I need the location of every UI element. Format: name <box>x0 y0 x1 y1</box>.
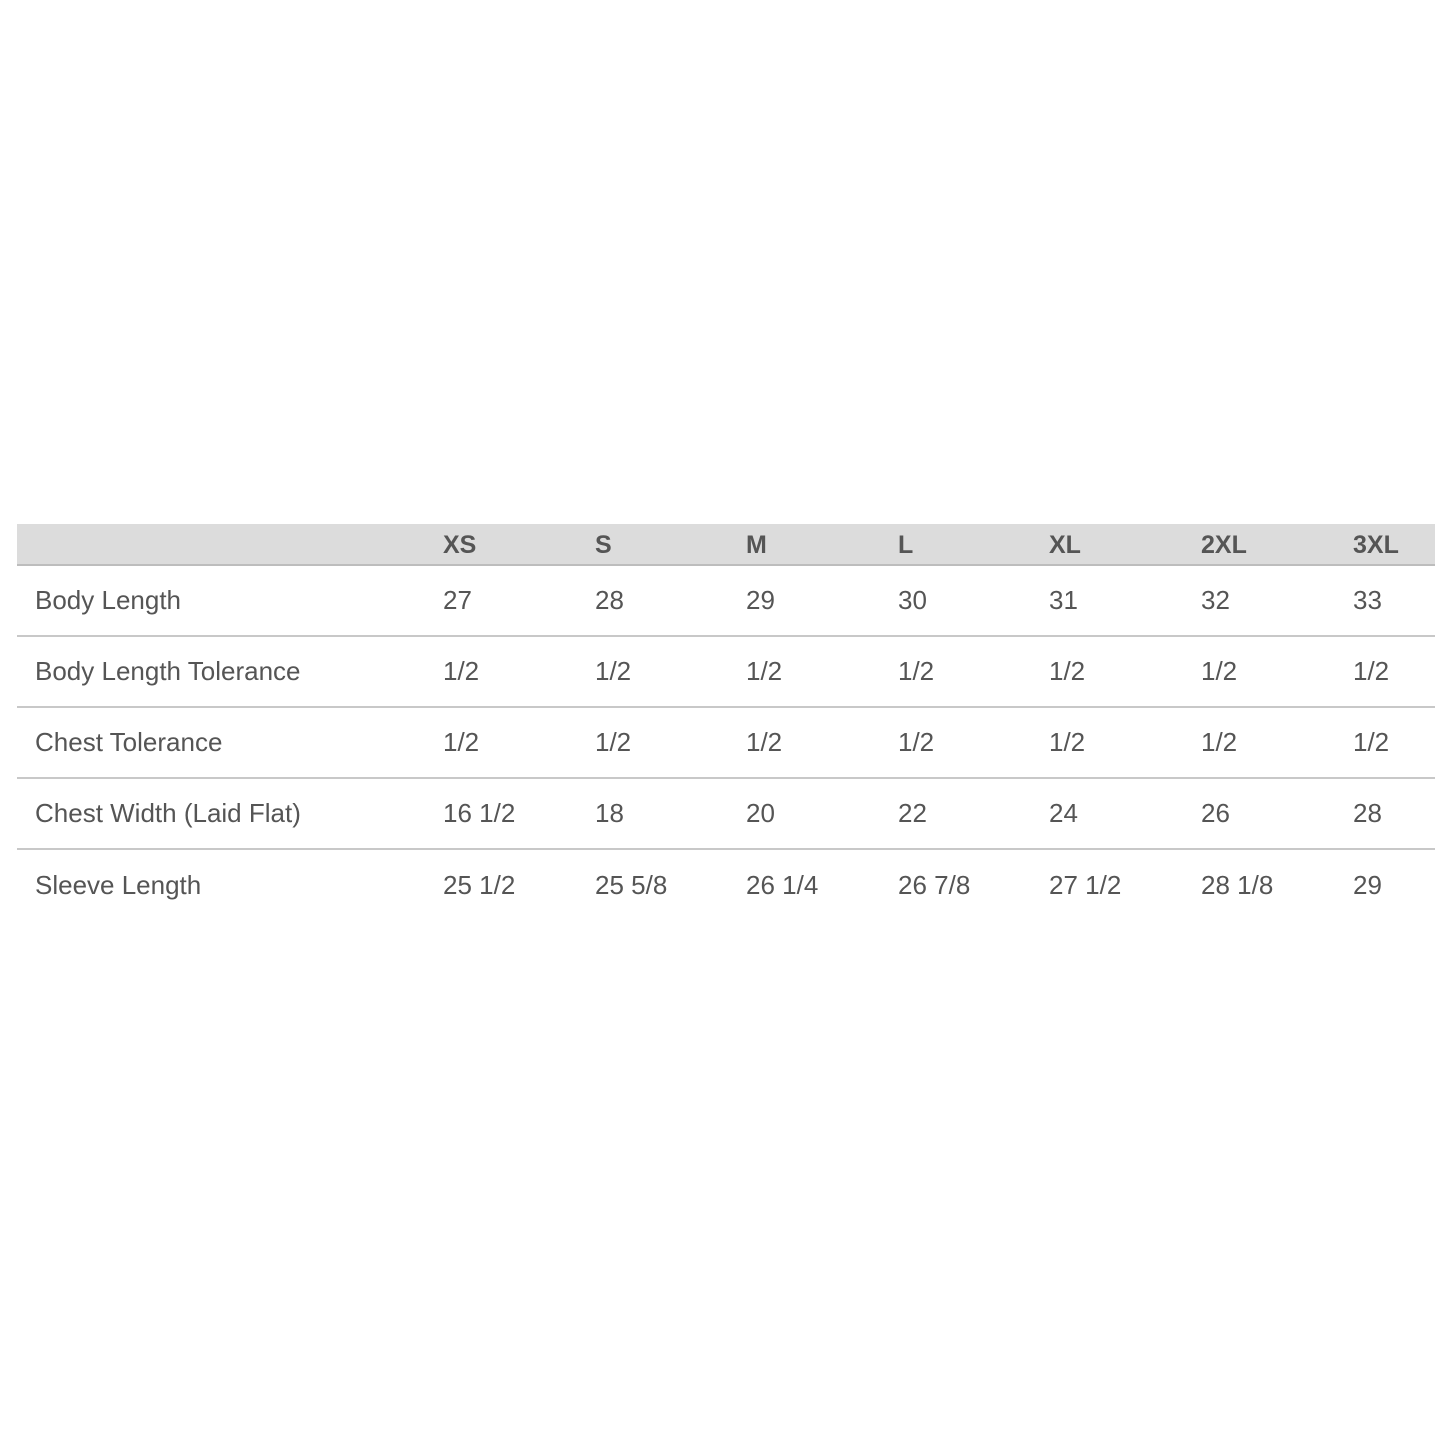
size-header-l: L <box>898 524 1049 566</box>
measurement-cell: 18 <box>595 778 746 850</box>
measurement-cell: 1/2 <box>443 636 595 708</box>
table-row: Body Length Tolerance 1/2 1/2 1/2 1/2 1/2 1/2 1… <box>17 636 1435 708</box>
measurement-cell: 1/2 <box>1049 707 1201 779</box>
measurement-cell: 1/2 <box>746 636 898 708</box>
measurement-cell: 28 <box>595 565 746 637</box>
size-header-xl: XL <box>1049 524 1201 566</box>
measurement-cell: 32 <box>1201 565 1353 637</box>
measurement-cell: 26 1/4 <box>746 869 819 900</box>
table-row: Chest Width (Laid Flat) 16 1/2 18 20 22 24 26 2… <box>17 778 1435 850</box>
measurement-cell: 1/2 <box>1049 636 1201 708</box>
measurement-cell: 1/2 <box>746 707 898 779</box>
size-header-2xl: 2XL <box>1201 524 1353 566</box>
measurement-cell: 30 <box>898 565 1049 637</box>
measurement-cell: 1/2 <box>1353 707 1435 779</box>
measurement-cell: 31 <box>1049 565 1201 637</box>
measurement-cell: 28 <box>1353 778 1435 850</box>
size-chart-table: XS S M L XL 2XL 3XL Body Length 27 28 29 30 31 32 33 B… <box>17 524 1435 920</box>
measurement-cell: 1/2 <box>1201 636 1353 708</box>
measurement-cell: 1/2 <box>898 707 1049 779</box>
measurement-cell: 26 <box>1201 778 1353 850</box>
header-row: XS S M L XL 2XL 3XL <box>17 524 1435 566</box>
measurement-cell: 27 <box>443 565 595 637</box>
table-row: Body Length 27 28 29 30 31 32 33 <box>17 565 1435 637</box>
measurement-cell: 27 1/2 <box>1049 869 1122 900</box>
size-header-3xl: 3XL <box>1353 524 1435 566</box>
measurement-cell: 28 1/8 <box>1201 869 1274 900</box>
measurement-cell: 24 <box>1049 778 1201 850</box>
table-row: Chest Tolerance 1/2 1/2 1/2 1/2 1/2 1/2 1/2 <box>17 707 1435 779</box>
size-header-s: S <box>595 524 746 566</box>
measurement-cell: 29 <box>1353 869 1382 900</box>
measurement-cell: 25 5/8 <box>595 869 668 900</box>
size-header-xs: XS <box>443 524 595 566</box>
measurement-cell: 1/2 <box>595 636 746 708</box>
measurement-cell: 26 7/8 <box>898 869 971 900</box>
row-label: Chest Tolerance <box>17 707 443 779</box>
measurement-cell: 29 <box>746 565 898 637</box>
measurement-cell: 20 <box>746 778 898 850</box>
table-row: Sleeve Length 25 1/2 25 5/8 26 1/4 26 7/8 27 … <box>17 849 1435 920</box>
measurement-cell: 1/2 <box>898 636 1049 708</box>
size-header-m: M <box>746 524 898 566</box>
row-label: Chest Width (Laid Flat) <box>17 778 443 850</box>
measurement-cell: 1/2 <box>1353 636 1435 708</box>
measurement-cell: 22 <box>898 778 1049 850</box>
row-label: Body Length <box>17 565 443 637</box>
measurement-cell: 1/2 <box>443 707 595 779</box>
row-label: Body Length Tolerance <box>17 636 443 708</box>
measurement-cell: 1/2 <box>1201 707 1353 779</box>
header-corner <box>17 524 443 566</box>
measurement-cell: 1/2 <box>595 707 746 779</box>
measurement-cell: 33 <box>1353 565 1435 637</box>
measurement-cell: 25 1/2 <box>443 869 516 900</box>
measurement-cell: 16 1/2 <box>443 778 595 850</box>
row-label: Sleeve Length <box>35 869 202 900</box>
